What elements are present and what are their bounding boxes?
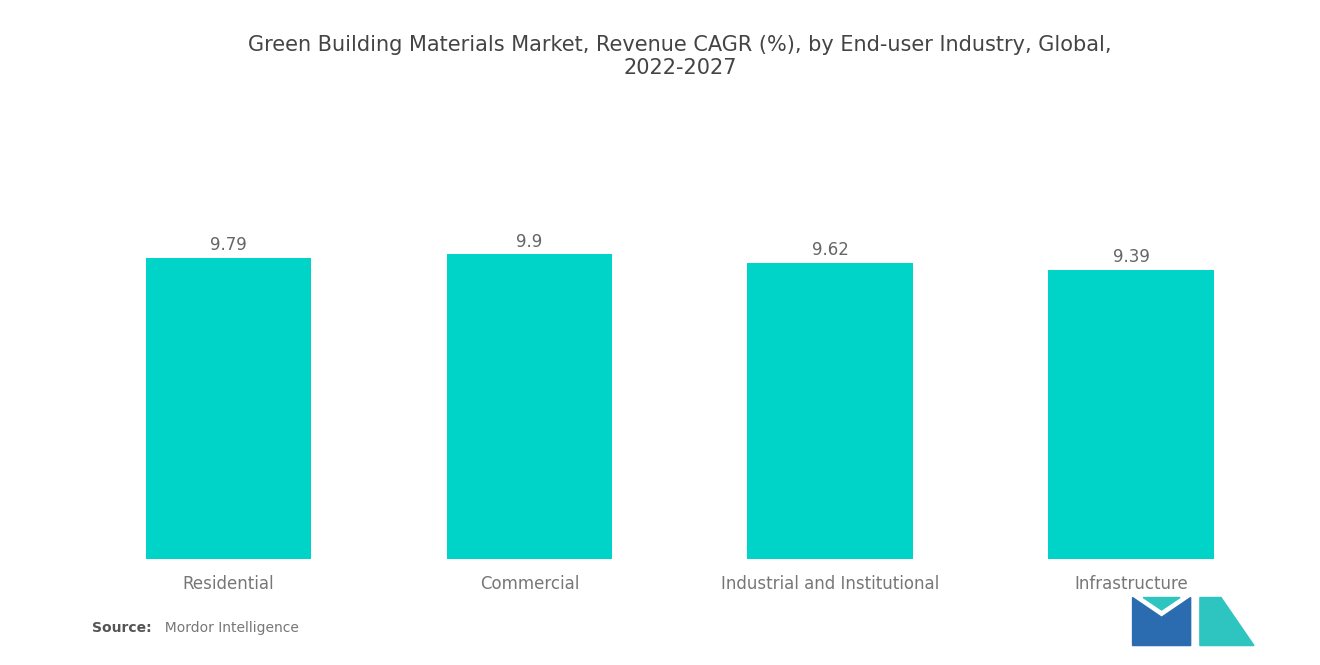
- Bar: [747, 263, 913, 559]
- Bar: [446, 255, 612, 559]
- Bar: [145, 258, 312, 559]
- Polygon shape: [1200, 597, 1254, 646]
- Title: Green Building Materials Market, Revenue CAGR (%), by End-user Industry, Global,: Green Building Materials Market, Revenue…: [248, 35, 1111, 78]
- Text: 9.9: 9.9: [516, 233, 543, 251]
- Bar: [1048, 270, 1214, 559]
- Polygon shape: [1143, 597, 1180, 610]
- Text: 9.39: 9.39: [1113, 249, 1150, 267]
- Polygon shape: [1133, 597, 1191, 646]
- Text: Mordor Intelligence: Mordor Intelligence: [156, 621, 298, 635]
- Text: 9.79: 9.79: [210, 236, 247, 254]
- Text: 9.62: 9.62: [812, 241, 849, 259]
- Text: Source:: Source:: [92, 621, 152, 635]
